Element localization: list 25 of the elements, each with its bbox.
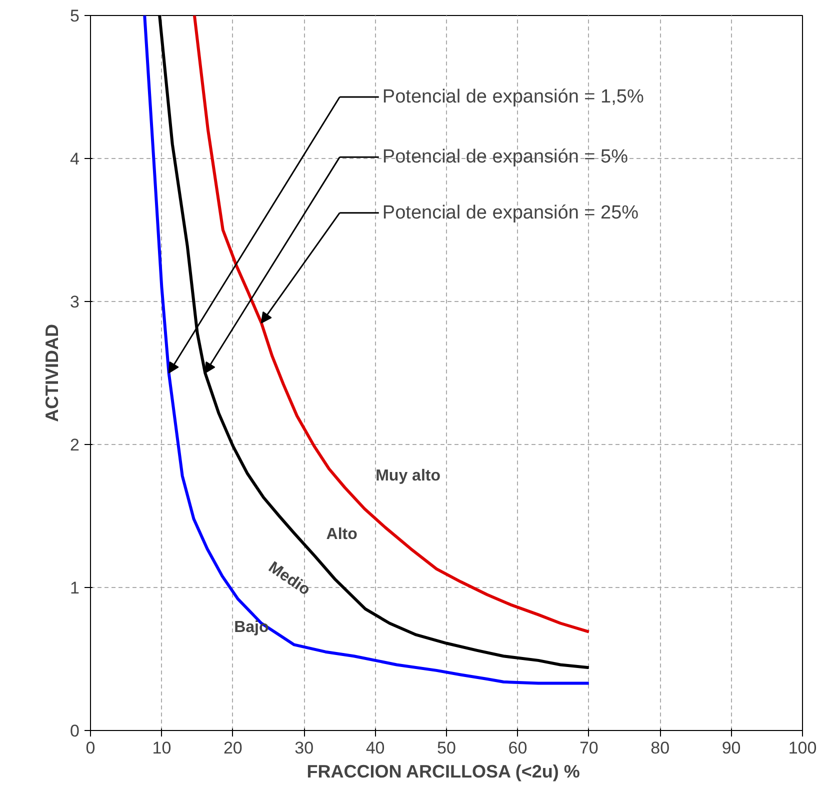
x-tick-label: 90 bbox=[722, 738, 741, 758]
x-tick-label: 30 bbox=[294, 738, 314, 758]
y-tick-label: 0 bbox=[70, 722, 80, 740]
annotation: Muy alto bbox=[376, 467, 441, 484]
annotation: Alto bbox=[326, 526, 358, 544]
y-axis-title: ACTIVIDAD bbox=[42, 324, 62, 422]
x-tick-label: 0 bbox=[86, 738, 96, 758]
x-tick-label: 20 bbox=[223, 738, 242, 758]
annotation: Bajo bbox=[234, 619, 269, 636]
y-tick-label: 2 bbox=[70, 436, 80, 454]
x-tick-label: 40 bbox=[366, 738, 385, 758]
x-tick-label: 80 bbox=[650, 738, 670, 758]
x-tick-label: 50 bbox=[437, 738, 456, 758]
annotation: Potencial de expansión = 5% bbox=[382, 146, 628, 168]
x-tick-label: 10 bbox=[152, 738, 172, 758]
y-tick-label: 5 bbox=[70, 6, 80, 26]
y-tick-label: 4 bbox=[70, 150, 80, 168]
x-tick-label: 70 bbox=[579, 738, 598, 758]
x-axis-title: FRACCION ARCILLOSA (<2u) % bbox=[306, 762, 580, 782]
x-tick-label: 60 bbox=[508, 738, 528, 758]
y-tick-label: 3 bbox=[70, 292, 80, 312]
annotation: Potencial de expansión = 25% bbox=[382, 202, 639, 224]
x-tick-label: 100 bbox=[788, 738, 817, 758]
y-tick-label: 1 bbox=[70, 578, 80, 598]
annotation: Potencial de expansión = 1,5% bbox=[382, 86, 644, 108]
